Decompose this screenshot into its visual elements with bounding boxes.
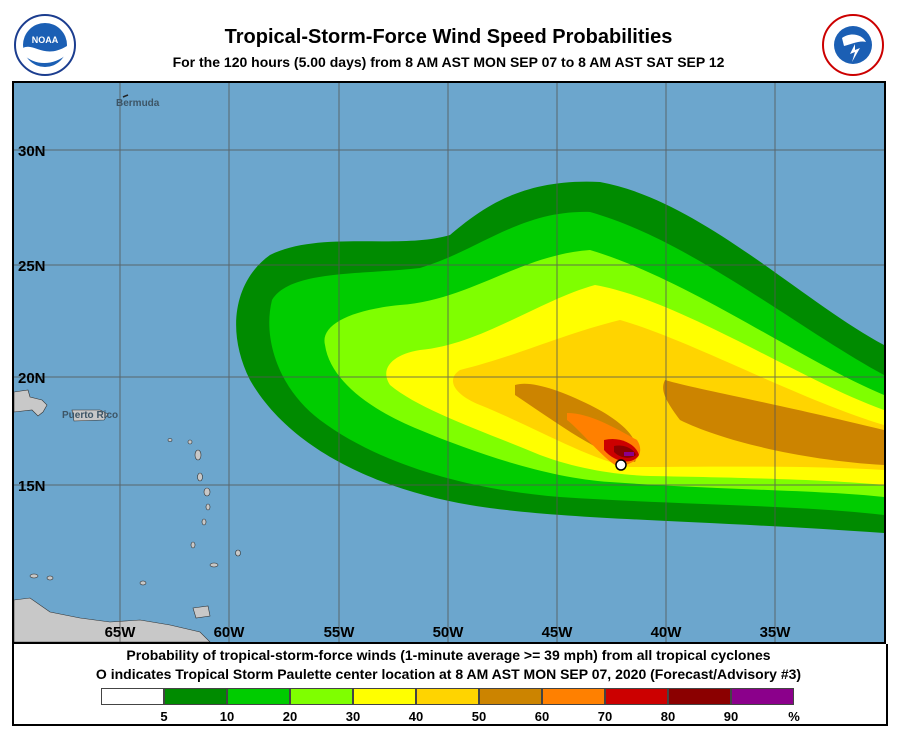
legend-panel [12,644,888,726]
lon-label-65w: 65W [105,624,137,641]
legend-label: 30 [345,709,361,724]
legend-label: 50 [471,709,487,724]
contour-50-60-east [663,380,884,465]
legend-swatch [164,688,227,705]
contour-90 [624,452,634,456]
page-title: Tropical-Storm-Force Wind Speed Probabil… [224,26,673,48]
legend-label: 5 [160,709,168,724]
bermuda-island [122,94,129,98]
legend-swatch [227,688,290,705]
legend-swatch [353,688,416,705]
nws-logo [822,14,884,76]
place-label-puerto-rico: Puerto Rico [62,410,118,421]
legend-label: 70 [597,709,613,724]
caption-line-1: Probability of tropical-storm-force wind… [126,647,771,663]
legend-label: 80 [660,709,676,724]
hispaniola [14,389,48,417]
legend-label: 40 [408,709,424,724]
land [14,389,241,642]
lat-label-25n: 25N [18,258,46,275]
legend-swatch [668,688,731,705]
south-america [14,597,211,642]
caption-line-2: O indicates Tropical Storm Paulette cent… [95,666,802,682]
lon-label-40w: 40W [651,624,683,641]
lat-label-20n: 20N [18,370,46,387]
storm-center-marker [615,459,627,471]
legend-swatch [479,688,542,705]
probability-contours [236,181,884,533]
lat-label-15n: 15N [18,478,46,495]
legend-label: 60 [534,709,550,724]
lon-label-60w: 60W [214,624,246,641]
legend-label: 10 [219,709,235,724]
lon-label-35w: 35W [760,624,792,641]
lon-label-55w: 55W [324,624,356,641]
legend-swatch [290,688,353,705]
place-label-bermuda: Bermuda [116,98,160,109]
lon-label-45w: 45W [542,624,574,641]
legend-label: % [788,709,800,724]
legend-label: 90 [723,709,739,724]
lon-label-50w: 50W [433,624,465,641]
puerto-rico [71,409,109,422]
noaa-logo: NOAA [14,14,76,76]
legend-swatch [731,688,794,705]
page-subtitle: For the 120 hours (5.00 days) from 8 AM … [172,54,725,70]
legend-swatch [416,688,479,705]
lat-label-30n: 30N [18,143,46,160]
trinidad [192,605,211,619]
legend-swatch [542,688,605,705]
svg-text:NOAA: NOAA [32,35,59,45]
graticule [14,83,884,642]
legend-label: 20 [282,709,298,724]
legend-swatch [101,688,164,705]
legend-swatch [605,688,668,705]
